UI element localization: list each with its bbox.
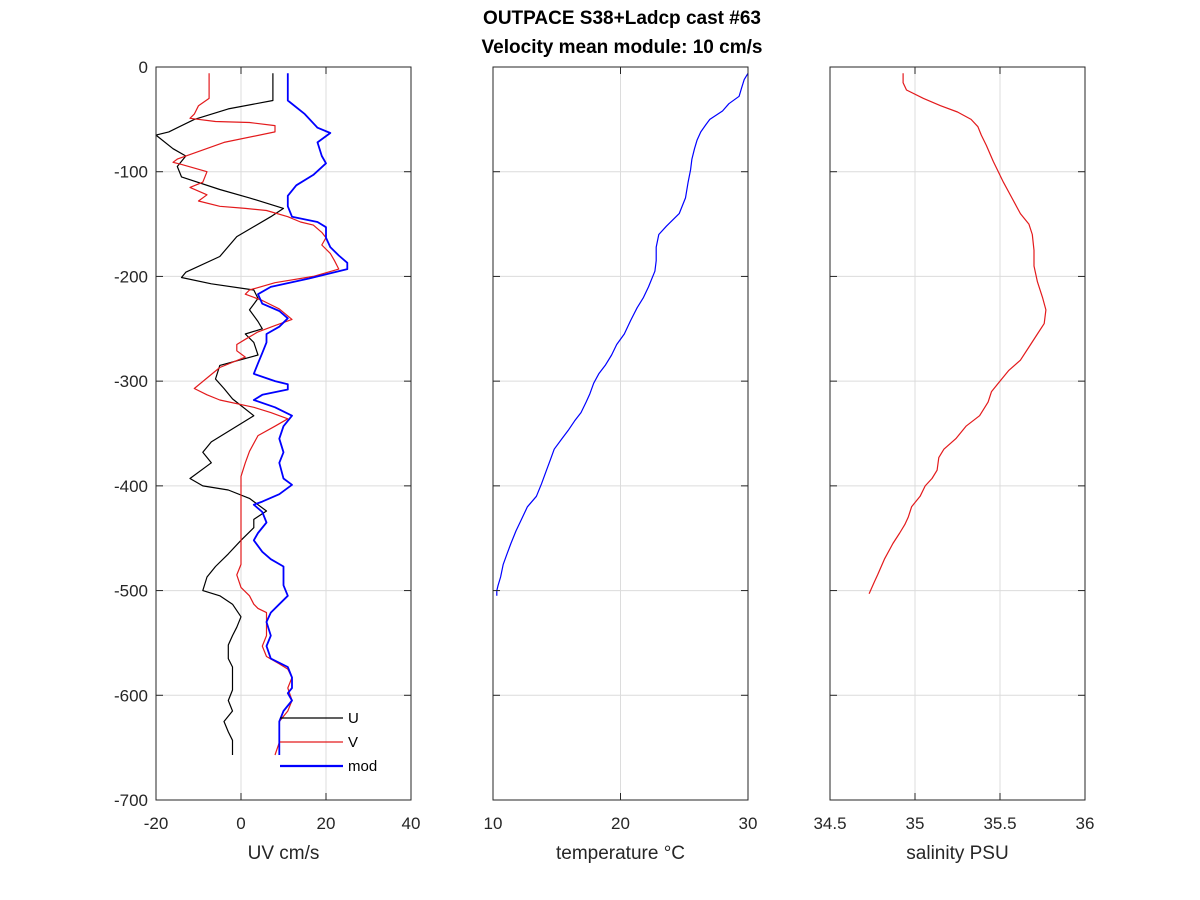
x-axis-label: UV cm/s bbox=[248, 843, 320, 864]
x-tick-label: 20 bbox=[611, 814, 630, 833]
x-tick-label: 30 bbox=[739, 814, 758, 833]
x-tick-label: 20 bbox=[317, 814, 336, 833]
x-axis-label: salinity PSU bbox=[906, 843, 1008, 864]
velocity-panel: -20 0 20 400-100-200-300-400-500-600-700UV … bbox=[114, 58, 420, 864]
x-tick-label: 36 bbox=[1076, 814, 1095, 833]
y-tick-label: 0 bbox=[139, 58, 148, 77]
x-tick-label: 34.5 bbox=[813, 814, 846, 833]
y-tick-label: -500 bbox=[114, 582, 148, 601]
series-line-v bbox=[172, 73, 340, 756]
salinity-panel: 34.5 35 35.5 36 salinity PSU bbox=[813, 66, 1095, 864]
x-tick-label: 10 bbox=[484, 814, 503, 833]
series-line-u bbox=[155, 73, 285, 755]
chart-title-line-2: Velocity mean module: 10 cm/s bbox=[482, 37, 763, 58]
y-tick-label: -700 bbox=[114, 791, 148, 810]
y-tick-label: -300 bbox=[114, 372, 148, 391]
axes-frame bbox=[155, 66, 412, 801]
axes-frame bbox=[829, 66, 1086, 801]
x-axis-label: temperature °C bbox=[556, 843, 685, 864]
series-line-temperature bbox=[496, 72, 749, 596]
legend-label-mod: mod bbox=[348, 758, 377, 775]
legend-label-u: U bbox=[348, 710, 359, 727]
temperature-panel: 10 20 30 temperature °C bbox=[484, 66, 758, 864]
x-tick-label: -20 bbox=[144, 814, 169, 833]
y-tick-label: -100 bbox=[114, 163, 148, 182]
series-line-mod bbox=[252, 73, 349, 755]
y-tick-label: -400 bbox=[114, 477, 148, 496]
series-line-salinity bbox=[868, 73, 1047, 594]
x-tick-label: 35 bbox=[906, 814, 925, 833]
chart-title-line-1: OUTPACE S38+Ladcp cast #63 bbox=[483, 8, 761, 29]
x-tick-label: 35.5 bbox=[983, 814, 1016, 833]
legend-label-v: V bbox=[348, 734, 358, 751]
x-tick-label: 0 bbox=[236, 814, 245, 833]
y-tick-label: -600 bbox=[114, 686, 148, 705]
x-tick-label: 40 bbox=[402, 814, 421, 833]
y-tick-label: -200 bbox=[114, 267, 148, 286]
